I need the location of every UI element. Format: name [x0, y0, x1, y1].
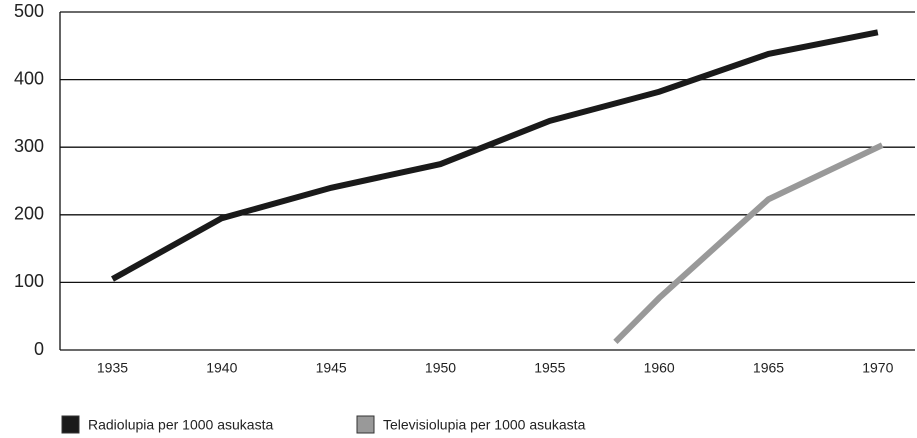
x-tick-label: 1940: [206, 360, 237, 376]
legend-label: Radiolupia per 1000 asukasta: [88, 417, 273, 433]
series-line: [111, 29, 879, 282]
x-tick-label: 1970: [862, 360, 893, 376]
series-line: [613, 142, 884, 345]
y-tick-label: 100: [14, 271, 44, 291]
x-tick-label: 1960: [644, 360, 675, 376]
y-tick-label: 400: [14, 68, 44, 88]
x-tick-label: 1955: [534, 360, 565, 376]
x-tick-label: 1965: [753, 360, 784, 376]
legend-swatch: [356, 415, 375, 434]
x-tick-label: 1945: [316, 360, 347, 376]
legend-label: Televisiolupia per 1000 asukasta: [383, 417, 586, 433]
y-tick-label: 300: [14, 136, 44, 156]
y-tick-label: 500: [14, 1, 44, 21]
legend-swatch: [61, 415, 80, 434]
y-tick-label: 0: [34, 339, 44, 359]
y-tick-label: 200: [14, 204, 44, 224]
x-tick-label: 1950: [425, 360, 456, 376]
x-tick-label: 1935: [97, 360, 128, 376]
